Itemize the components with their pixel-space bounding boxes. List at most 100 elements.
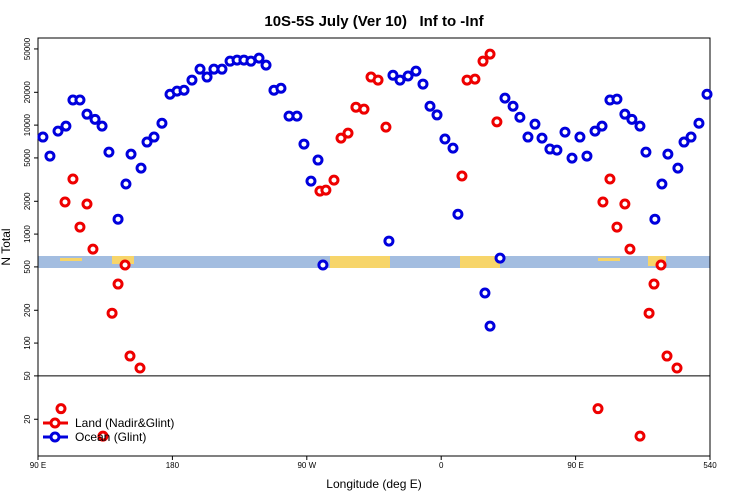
point xyxy=(643,307,655,319)
point xyxy=(59,196,71,208)
point xyxy=(619,198,631,210)
point xyxy=(484,48,496,60)
point xyxy=(394,74,406,86)
y-axis-label: N Total xyxy=(0,228,13,265)
point xyxy=(701,88,713,100)
point xyxy=(456,170,468,182)
point xyxy=(479,287,491,299)
point xyxy=(141,136,153,148)
point xyxy=(649,213,661,225)
point xyxy=(499,92,511,104)
point xyxy=(135,162,147,174)
point xyxy=(342,127,354,139)
point xyxy=(619,108,631,120)
map-strip xyxy=(38,256,710,268)
y-tick-label: 20000 xyxy=(23,81,32,104)
point xyxy=(672,162,684,174)
land-strip xyxy=(648,256,666,266)
point xyxy=(194,63,206,75)
point xyxy=(662,148,674,160)
point xyxy=(484,320,496,332)
point xyxy=(439,133,451,145)
point xyxy=(124,350,136,362)
point xyxy=(106,307,118,319)
y-tick-label: 100 xyxy=(23,336,32,350)
point xyxy=(120,178,132,190)
point xyxy=(112,278,124,290)
legend-label: Ocean (Glint) xyxy=(75,430,146,444)
y-tick-label: 500 xyxy=(23,260,32,274)
y-tick-label: 10000 xyxy=(23,113,32,136)
point xyxy=(514,111,526,123)
point xyxy=(491,116,503,128)
x-tick-label: 90 E xyxy=(567,461,583,470)
point xyxy=(529,118,541,130)
point xyxy=(156,117,168,129)
land-strip xyxy=(598,258,620,261)
plot-frame xyxy=(37,37,711,457)
y-tick-label: 20 xyxy=(23,414,32,423)
y-tick-label: 50 xyxy=(23,371,32,380)
point xyxy=(452,208,464,220)
legend-marker xyxy=(49,417,61,429)
point xyxy=(402,70,414,82)
point xyxy=(417,78,429,90)
point xyxy=(275,82,287,94)
point xyxy=(640,146,652,158)
point xyxy=(335,132,347,144)
point xyxy=(74,221,86,233)
point xyxy=(186,74,198,86)
legend-marker xyxy=(49,431,61,443)
point xyxy=(383,235,395,247)
point xyxy=(52,125,64,137)
point xyxy=(678,136,690,148)
x-tick-label: 90 W xyxy=(297,461,316,470)
point xyxy=(201,71,213,83)
point xyxy=(648,278,660,290)
point xyxy=(447,142,459,154)
point xyxy=(424,100,436,112)
point xyxy=(67,173,79,185)
point xyxy=(178,84,190,96)
point xyxy=(125,148,137,160)
point xyxy=(103,146,115,158)
point xyxy=(624,243,636,255)
point xyxy=(44,150,56,162)
point xyxy=(494,252,506,264)
point xyxy=(551,144,563,156)
point xyxy=(611,93,623,105)
point xyxy=(611,221,623,233)
land-strip xyxy=(460,256,500,268)
point xyxy=(634,120,646,132)
point xyxy=(55,403,67,415)
legend-label: Land (Nadir&Glint) xyxy=(75,416,174,430)
point xyxy=(604,173,616,185)
x-tick-label: 180 xyxy=(166,461,180,470)
point xyxy=(134,362,146,374)
point xyxy=(522,131,534,143)
chart-title: 10S-5S July (Ver 10) Inf to -Inf xyxy=(264,13,484,30)
point xyxy=(37,131,49,143)
point xyxy=(597,196,609,208)
point xyxy=(387,69,399,81)
point xyxy=(60,120,72,132)
point xyxy=(380,121,392,133)
x-axis-label: Longitude (deg E) xyxy=(326,477,421,491)
point xyxy=(469,73,481,85)
point xyxy=(81,108,93,120)
point xyxy=(656,178,668,190)
point xyxy=(477,55,489,67)
point xyxy=(87,243,99,255)
point xyxy=(96,120,108,132)
point xyxy=(559,126,571,138)
point xyxy=(89,113,101,125)
point xyxy=(634,430,646,442)
x-tick-label: 540 xyxy=(703,461,717,470)
point xyxy=(119,259,131,271)
x-tick-label: 90 E xyxy=(30,461,46,470)
point xyxy=(536,132,548,144)
y-tick-label: 50000 xyxy=(23,37,32,60)
point xyxy=(291,110,303,122)
point xyxy=(97,430,109,442)
